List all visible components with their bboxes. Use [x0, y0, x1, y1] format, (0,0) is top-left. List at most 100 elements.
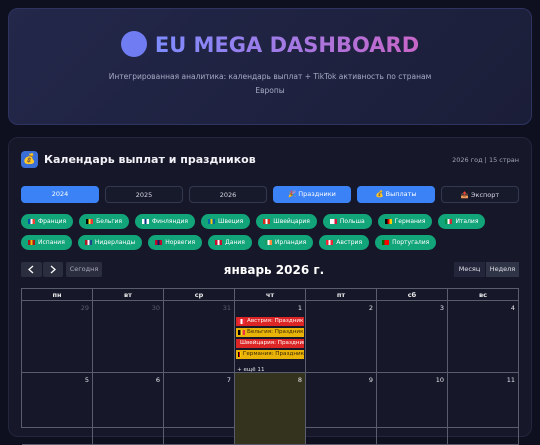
- calendar-grid: пн вт ср чт пт сб вс 29 30 31 1 Австрия: Праздник Бе…: [21, 288, 519, 445]
- day-cell[interactable]: 4: [448, 301, 519, 373]
- day-number: 31: [222, 304, 231, 312]
- country-chip[interactable]: Норвегия: [148, 235, 203, 250]
- flag-icon: [238, 319, 245, 324]
- view-button[interactable]: Неделя: [486, 262, 519, 277]
- country-chip[interactable]: Нидерланды: [77, 235, 143, 250]
- event[interactable]: Швейцария: Праздник: [236, 339, 304, 348]
- filter-button[interactable]: 🎉 Праздники: [273, 186, 351, 203]
- view-button[interactable]: Месяц: [454, 262, 485, 277]
- day-number: 10: [435, 376, 444, 384]
- chip-label: Польша: [339, 218, 365, 225]
- day-number: 9: [368, 376, 373, 384]
- chip-label: Финляндия: [152, 218, 189, 225]
- header-subtitle: Интегрированная аналитика: календарь вып…: [108, 72, 432, 95]
- next-button[interactable]: [43, 262, 63, 277]
- flag-icon: [28, 219, 35, 224]
- day-cell[interactable]: 11: [448, 373, 519, 445]
- flag-icon: [382, 240, 390, 245]
- day-cell[interactable]: 8: [235, 373, 306, 445]
- day-number: 6: [155, 376, 160, 384]
- day-cell[interactable]: 2: [306, 301, 377, 373]
- country-chip[interactable]: Португалия: [375, 235, 437, 250]
- day-cell[interactable]: 10: [377, 373, 448, 445]
- country-chip[interactable]: Дания: [208, 235, 252, 250]
- country-chip[interactable]: Финляндия: [135, 214, 196, 229]
- logo: [120, 31, 147, 57]
- flag-icon: [28, 240, 35, 245]
- day-cell[interactable]: 30: [93, 301, 164, 373]
- weekday: сб: [377, 289, 448, 301]
- country-chip[interactable]: Польша: [322, 214, 372, 229]
- filter-button[interactable]: 2024: [21, 186, 99, 203]
- day-cell[interactable]: 6: [93, 373, 164, 445]
- chip-label: Дания: [225, 239, 245, 246]
- chip-label: Нидерланды: [94, 239, 136, 246]
- filter-button[interactable]: 📤 Экспорт: [441, 186, 519, 203]
- event-text: Бельгия: Праздник: [247, 329, 304, 335]
- day-cell[interactable]: 9: [306, 373, 377, 445]
- event[interactable]: Германия: Праздник: [236, 350, 304, 359]
- more-events[interactable]: + ещё 11: [237, 367, 265, 373]
- day-number: 4: [510, 304, 515, 312]
- page: EU MEGA DASHBOARD Интегрированная аналит…: [0, 8, 540, 445]
- country-chip[interactable]: Ирландия: [257, 235, 314, 250]
- day-cell[interactable]: 5: [22, 373, 93, 445]
- flag-icon: [263, 219, 271, 224]
- day-cell[interactable]: 1 Австрия: Праздник Бельгия: Праздник Швейц…: [235, 301, 306, 373]
- event-text: Германия: Праздник: [242, 351, 304, 357]
- chip-label: Ирландия: [274, 239, 307, 246]
- event-text: Австрия: Праздник: [247, 318, 304, 324]
- chip-label: Испания: [38, 239, 65, 246]
- country-chip[interactable]: Испания: [21, 235, 72, 250]
- flag-icon: [238, 352, 241, 357]
- day-cell[interactable]: 29: [22, 301, 93, 373]
- day-number: 11: [506, 376, 515, 384]
- flag-icon: [215, 240, 223, 245]
- day-number: 29: [80, 304, 89, 312]
- flag-icon: [445, 219, 453, 224]
- chevron: [50, 265, 56, 274]
- today-button[interactable]: Сегодня: [66, 262, 102, 277]
- chip-label: Германия: [394, 218, 426, 225]
- country-chip[interactable]: Австрия: [319, 235, 370, 250]
- filter-button[interactable]: 💰 Выплаты: [357, 186, 435, 203]
- day-cell[interactable]: 3: [377, 301, 448, 373]
- country-chip[interactable]: Бельгия: [79, 214, 130, 229]
- weekday: пн: [22, 289, 93, 301]
- event[interactable]: Бельгия: Праздник: [236, 328, 304, 337]
- prev-button[interactable]: [21, 262, 42, 277]
- country-chip[interactable]: Италия: [438, 214, 486, 229]
- card-title: Календарь выплат и праздников: [44, 153, 256, 166]
- day-cell[interactable]: 7: [164, 373, 235, 445]
- country-chip[interactable]: Швейцария: [256, 214, 317, 229]
- chip-label: Швеция: [218, 218, 244, 225]
- flag-icon: [264, 240, 272, 245]
- day-number: 1: [297, 304, 302, 312]
- header-card: [8, 8, 532, 125]
- flag-icon: [329, 219, 337, 224]
- chip-label: Франция: [38, 218, 67, 225]
- event-text: Швейцария: Праздник: [240, 340, 304, 346]
- chip-label: Бельгия: [96, 218, 123, 225]
- weekday: пт: [306, 289, 377, 301]
- filter-button[interactable]: 2026: [189, 186, 267, 203]
- country-chip[interactable]: Германия: [377, 214, 433, 229]
- weekday: вс: [448, 289, 519, 301]
- filter-button[interactable]: 2025: [105, 186, 183, 203]
- flag-icon: [326, 240, 334, 245]
- card-meta: 2026 год | 15 стран: [452, 156, 519, 164]
- header-title: EU MEGA DASHBOARD: [0, 31, 540, 57]
- day-cell[interactable]: 31: [164, 301, 235, 373]
- day-number: 2: [368, 304, 373, 312]
- chip-label: Италия: [455, 218, 479, 225]
- chip-label: Норвегия: [165, 239, 196, 246]
- weekday: чт: [235, 289, 306, 301]
- country-chip[interactable]: Франция: [21, 214, 74, 229]
- weekday: вт: [93, 289, 164, 301]
- chip-label: Австрия: [336, 239, 363, 246]
- event[interactable]: Австрия: Праздник: [236, 317, 304, 326]
- chevron: [28, 265, 34, 274]
- country-chip[interactable]: Швеция: [201, 214, 251, 229]
- country-chips: Франция Бельгия Финляндия Швеция Швейцария По…: [21, 214, 521, 250]
- flag-icon: [142, 219, 150, 224]
